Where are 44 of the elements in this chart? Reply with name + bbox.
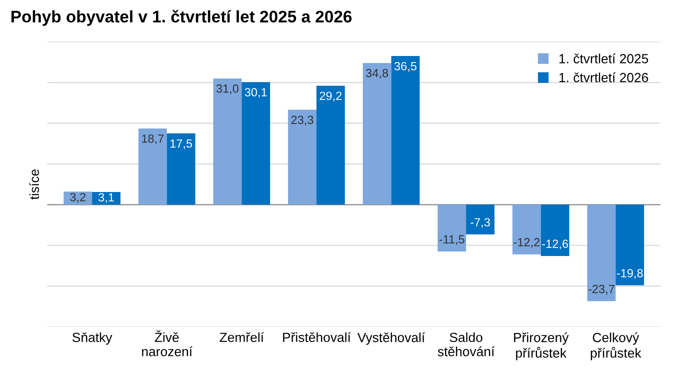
- x-tick-label: Zemřelí: [220, 332, 264, 342]
- data-label: 29,2: [320, 92, 342, 102]
- data-label: 17,5: [170, 139, 192, 150]
- data-label: -19,8: [616, 268, 643, 279]
- bar: [512, 204, 541, 254]
- data-label: -12,6: [542, 240, 568, 250]
- bar: [391, 56, 420, 205]
- data-label: 36,5: [394, 62, 416, 72]
- bar: [92, 192, 120, 205]
- legend-label: 1. čtvrtletí 2026: [559, 72, 648, 82]
- data-label: 23,3: [291, 116, 314, 126]
- x-tick-label: Saldo stěhování: [438, 332, 495, 356]
- bar: [587, 204, 616, 302]
- data-label: 3,1: [98, 193, 114, 203]
- bar: [213, 78, 242, 205]
- data-label: -23,7: [588, 284, 614, 295]
- x-tick-label: Živě narození: [142, 330, 192, 356]
- bar: [316, 86, 345, 205]
- x-tick-label: Celkový přírůstek: [590, 332, 642, 360]
- bar: [438, 204, 466, 252]
- chart-title: Pohyb obyvatel v 1. čtvrtletí let 2025 a 2026: [11, 10, 352, 26]
- data-label: -12,2: [514, 238, 540, 248]
- data-label: 3,2: [70, 192, 86, 203]
- bar: [362, 62, 392, 205]
- data-label: 34,8: [366, 68, 388, 79]
- y-axis-title: tisíce: [29, 169, 40, 200]
- bar: [64, 192, 92, 205]
- legend-label: 1. čtvrtletí 2025: [559, 54, 648, 64]
- x-tick-label: Přistěhovalí: [283, 332, 351, 342]
- data-label: 18,7: [142, 134, 164, 144]
- bar: [242, 82, 270, 205]
- x-tick-label: Sňatky: [72, 332, 112, 345]
- bar: [138, 128, 167, 205]
- data-label: -7,3: [470, 218, 490, 228]
- x-tick-label: Vystěhovalí: [357, 332, 426, 345]
- bar: [616, 204, 644, 286]
- bar: [540, 204, 570, 256]
- bar: [466, 204, 494, 234]
- data-label: 30,1: [244, 88, 267, 98]
- bar: [166, 133, 196, 205]
- data-label: 31,0: [216, 84, 238, 94]
- data-label: -11,5: [439, 235, 464, 245]
- x-tick-label: Přirozený přírůstek: [514, 332, 569, 360]
- bar: [288, 110, 316, 205]
